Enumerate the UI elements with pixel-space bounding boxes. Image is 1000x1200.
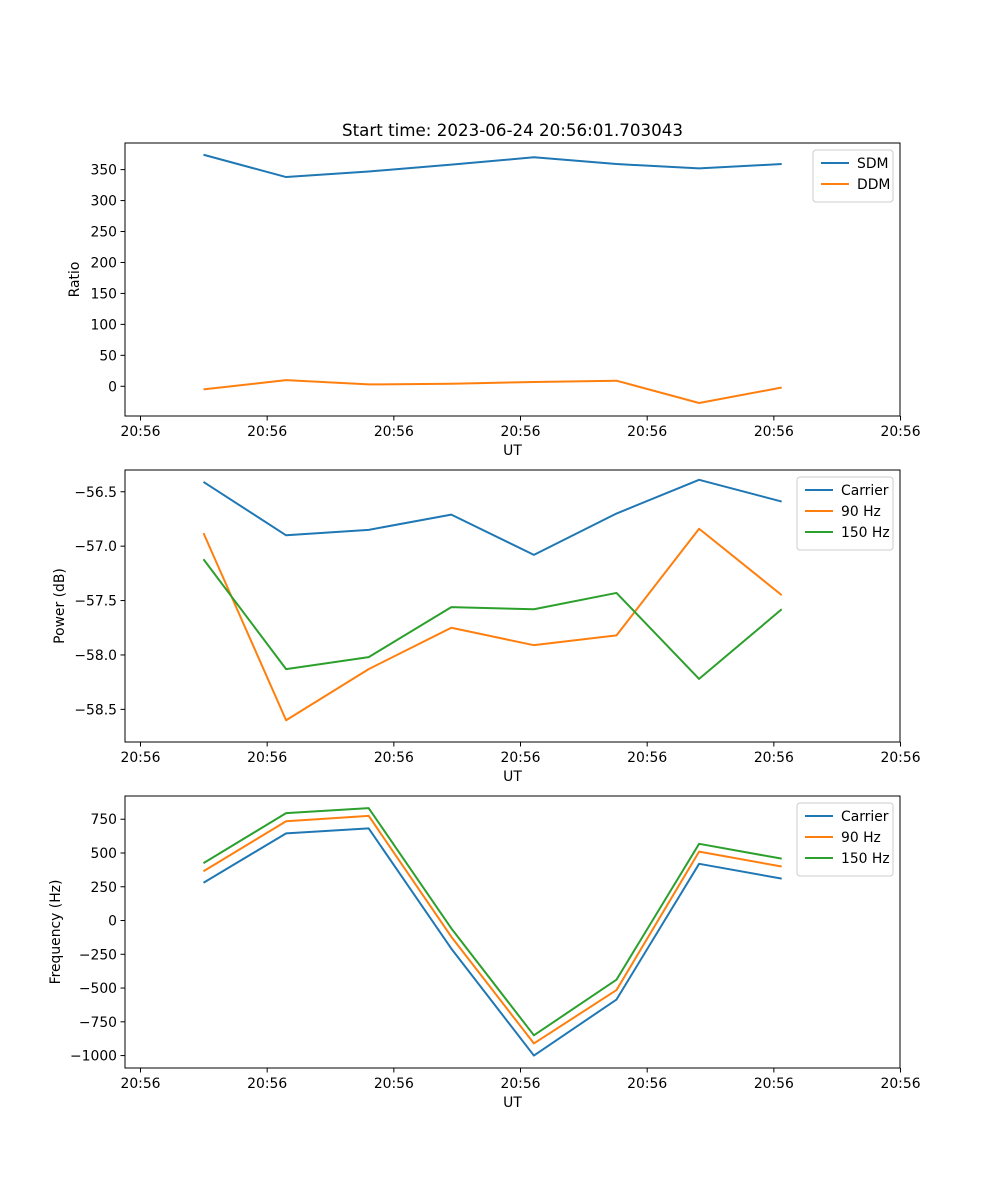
power-x-tick-label: 20:56 — [754, 750, 794, 766]
frequency-x-tick-label: 20:56 — [374, 1076, 414, 1092]
frequency-x-tick-label: 20:56 — [247, 1076, 287, 1092]
frequency-y-tick-label: −1000 — [70, 1049, 117, 1065]
ratio-x-tick-label: 20:56 — [881, 424, 921, 440]
frequency-legend-label: 150 Hz — [841, 851, 890, 867]
ratio-y-axis-label: Ratio — [67, 262, 83, 298]
ratio-x-tick-label: 20:56 — [374, 424, 414, 440]
frequency-x-tick-label: 20:56 — [754, 1076, 794, 1092]
ratio-x-tick-label: 20:56 — [627, 424, 667, 440]
power-series-line-150-hz — [202, 558, 783, 680]
ratio-x-tick-label: 20:56 — [247, 424, 287, 440]
power-legend-label: 90 Hz — [841, 504, 881, 520]
power-y-tick-label: −57.0 — [74, 539, 117, 555]
ratio-y-tick-label: 0 — [108, 379, 117, 395]
power-y-tick-label: −56.5 — [74, 485, 117, 501]
frequency-y-axis-label: Frequency (Hz) — [48, 880, 64, 985]
ratio-x-axis-label: UT — [503, 443, 522, 459]
frequency-series-line-150-hz — [202, 807, 782, 1037]
ratio-y-tick-label: 350 — [90, 163, 117, 179]
frequency-series-line-carrier — [202, 827, 782, 1057]
power-y-axis-label: Power (dB) — [52, 568, 68, 644]
frequency-y-tick-label: −250 — [79, 947, 117, 963]
ratio-y-tick-label: 100 — [90, 317, 117, 333]
frequency-x-tick-label: 20:56 — [500, 1076, 540, 1092]
ratio-axes-frame — [124, 142, 901, 417]
frequency-y-tick-label: 750 — [90, 812, 117, 828]
power-x-tick-label: 20:56 — [120, 750, 160, 766]
ratio-series-line-ddm — [203, 379, 782, 404]
ratio-series-line-sdm — [203, 153, 782, 179]
ratio-y-tick-label: 50 — [99, 348, 117, 364]
ratio-x-tick-label: 20:56 — [500, 424, 540, 440]
frequency-legend-label: 90 Hz — [841, 830, 881, 846]
ratio-x-tick-label: 20:56 — [754, 424, 794, 440]
frequency-axes-frame — [124, 795, 901, 1069]
frequency-x-axis-label: UT — [503, 1095, 522, 1111]
frequency-y-tick-label: 0 — [108, 914, 117, 930]
frequency-x-tick-label: 20:56 — [881, 1076, 921, 1092]
ratio-y-tick-label: 250 — [90, 225, 117, 241]
power-y-tick-label: −58.0 — [74, 648, 117, 664]
ratio-legend-label: SDM — [857, 156, 889, 172]
frequency-series-line-90-hz — [202, 814, 782, 1045]
ratio-y-tick-label: 200 — [90, 255, 117, 271]
power-x-tick-label: 20:56 — [881, 750, 921, 766]
power-series-line-90-hz — [202, 527, 783, 722]
power-x-axis-label: UT — [503, 769, 522, 785]
power-x-tick-label: 20:56 — [627, 750, 667, 766]
power-panel: 20:5620:5620:5620:5620:5620:5620:5620:57… — [52, 469, 921, 785]
frequency-y-tick-label: −750 — [79, 1015, 117, 1031]
ratio-panel: 20:5620:5620:5620:5620:5620:5620:5620:57… — [67, 142, 921, 459]
ratio-x-tick-label: 20:56 — [120, 424, 160, 440]
figure-title: Start time: 2023-06-24 20:56:01.703043 — [342, 120, 683, 140]
power-y-tick-label: −58.5 — [74, 702, 117, 718]
power-axes-frame — [124, 469, 901, 743]
power-legend-label: 150 Hz — [841, 525, 890, 541]
ratio-y-tick-label: 300 — [90, 194, 117, 210]
frequency-panel: 20:5620:5620:5620:5620:5620:5620:5620:57… — [48, 795, 921, 1111]
frequency-y-tick-label: 500 — [90, 846, 117, 862]
power-legend-label: Carrier — [841, 483, 889, 499]
power-x-tick-label: 20:56 — [374, 750, 414, 766]
frequency-x-tick-label: 20:56 — [120, 1076, 160, 1092]
ratio-legend-label: DDM — [857, 177, 890, 193]
power-x-tick-label: 20:56 — [500, 750, 540, 766]
power-y-tick-label: −57.5 — [74, 594, 117, 610]
frequency-legend-label: Carrier — [841, 809, 889, 825]
frequency-y-tick-label: 250 — [90, 880, 117, 896]
frequency-y-tick-label: −500 — [79, 981, 117, 997]
power-x-tick-label: 20:56 — [247, 750, 287, 766]
frequency-x-tick-label: 20:56 — [627, 1076, 667, 1092]
ratio-y-tick-label: 150 — [90, 286, 117, 302]
power-series-line-carrier — [202, 478, 782, 556]
